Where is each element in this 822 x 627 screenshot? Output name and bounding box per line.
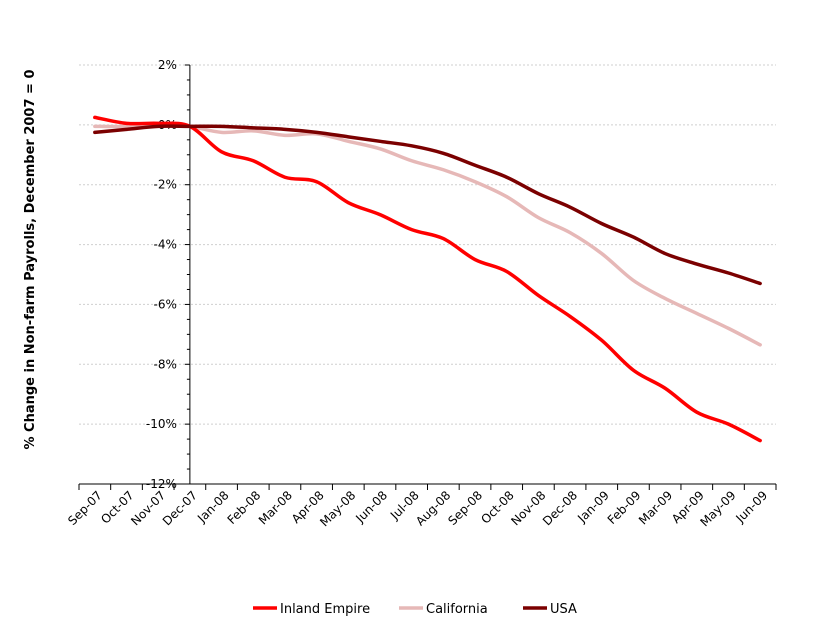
x-tick-label: Jan-08 (194, 488, 232, 526)
legend-label: USA (550, 602, 577, 617)
legend-label: California (426, 602, 488, 617)
x-tick-label: Feb-09 (605, 488, 644, 527)
x-tick-label: Sep-07 (65, 488, 105, 528)
x-tick-label: May-09 (697, 488, 738, 529)
legend-label: Inland Empire (280, 602, 370, 617)
x-tick-label: Dec-08 (540, 488, 580, 528)
series-line-california (93, 121, 762, 347)
x-tick-label: Mar-08 (256, 488, 295, 527)
y-tick-label: -2% (154, 178, 177, 192)
x-tick-label: Aug-08 (413, 488, 453, 528)
y-tick-label: 2% (158, 58, 177, 72)
series-line-usa (93, 124, 762, 286)
series-lines (93, 115, 762, 443)
x-tick-label: Feb-08 (225, 488, 264, 527)
y-tick-label: -8% (154, 357, 177, 371)
series-line-inland-empire (93, 115, 762, 443)
x-tick-label: Jun-08 (352, 488, 390, 526)
x-tick-label: Jun-09 (733, 488, 771, 526)
x-tick-label: May-08 (317, 488, 358, 529)
x-tick-label: Jan-09 (574, 488, 612, 526)
legend: Inland Empire California USA (253, 602, 577, 617)
y-tick-label: -6% (154, 297, 177, 311)
x-tick-label: Sep-08 (445, 488, 485, 528)
y-tick-label: -4% (154, 238, 177, 252)
x-tick-label: Mar-09 (636, 488, 675, 527)
y-tick-label: -10% (146, 417, 177, 431)
y-tick-label: -12% (146, 477, 177, 491)
y-axis-label: % Change in Non-farm Payrolls, December … (23, 69, 38, 449)
x-tick-label: Dec-07 (160, 488, 200, 528)
